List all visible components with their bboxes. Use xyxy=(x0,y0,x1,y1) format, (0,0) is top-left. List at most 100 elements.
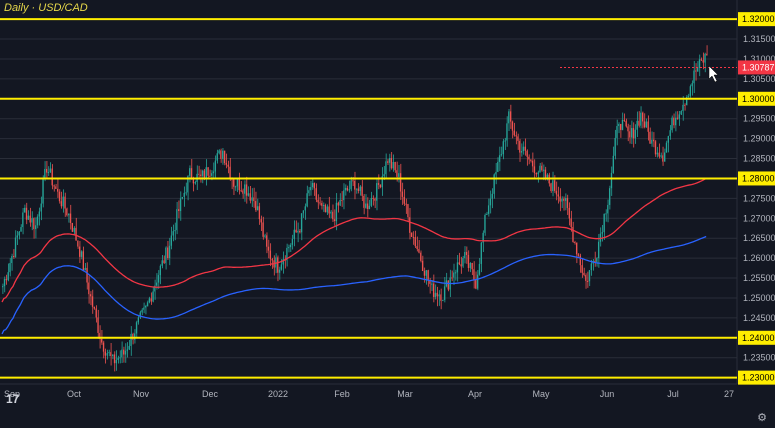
candle-body xyxy=(354,180,356,190)
candle-body xyxy=(603,213,605,233)
candle-body xyxy=(203,170,205,179)
candle-body xyxy=(126,349,128,351)
candle-body xyxy=(13,256,15,258)
candle-body xyxy=(557,194,559,197)
candle-body xyxy=(401,191,404,197)
candle-body xyxy=(702,60,704,63)
candle-body xyxy=(33,218,35,230)
candle-body xyxy=(143,307,145,310)
x-tick-label: Mar xyxy=(397,389,413,399)
candle-body xyxy=(357,188,360,191)
candle-body xyxy=(2,286,4,288)
candle-body xyxy=(597,241,600,259)
candle-body xyxy=(410,232,413,237)
candle-body xyxy=(119,357,121,359)
candle-body xyxy=(486,213,488,215)
candle-body xyxy=(502,141,504,155)
level-label-bg xyxy=(738,330,775,345)
candle-body xyxy=(667,136,669,143)
candle-body xyxy=(577,254,580,256)
candle-body xyxy=(157,275,160,283)
candle-body xyxy=(399,173,402,192)
candle-body xyxy=(159,265,161,276)
candle-body xyxy=(51,168,53,186)
x-tick-label: Oct xyxy=(67,389,82,399)
candle-body xyxy=(374,198,376,201)
candle-body xyxy=(238,179,240,191)
candle-body xyxy=(632,128,635,139)
candle-body xyxy=(385,161,387,175)
y-tick-label: 1.29500 xyxy=(743,114,775,124)
candle-body xyxy=(442,299,444,301)
tradingview-logo[interactable]: 17 xyxy=(6,392,20,406)
candle-body xyxy=(541,165,543,171)
x-tick-label: Apr xyxy=(468,389,482,399)
candle-body xyxy=(619,124,622,130)
candle-body xyxy=(297,230,299,233)
candle-body xyxy=(546,174,548,180)
candle-body xyxy=(634,129,636,139)
candle-body xyxy=(618,124,620,127)
candle-body xyxy=(614,137,616,156)
candle-body xyxy=(29,215,31,223)
candle-body xyxy=(150,298,152,302)
candle-body xyxy=(71,222,73,232)
candle-body xyxy=(194,181,196,184)
candle-body xyxy=(69,213,72,223)
candle-body xyxy=(555,190,558,195)
candle-body xyxy=(594,260,596,262)
candle-body xyxy=(134,333,136,340)
candle-body xyxy=(392,162,394,169)
current-price-label-bg xyxy=(738,60,775,75)
candle-body xyxy=(60,201,62,207)
candle-body xyxy=(295,229,297,233)
candle-body xyxy=(53,185,55,187)
candle-body xyxy=(471,262,473,270)
candle-body xyxy=(222,150,224,159)
candle-body xyxy=(509,111,512,122)
candle-body xyxy=(656,152,658,155)
candle-body xyxy=(616,126,618,138)
candle-body xyxy=(570,218,572,227)
candle-body xyxy=(11,256,13,264)
candle-body xyxy=(454,272,457,274)
candle-body xyxy=(574,242,576,244)
candle-body xyxy=(73,227,75,232)
candle-body xyxy=(372,197,374,199)
candle-body xyxy=(432,283,435,297)
candle-body xyxy=(211,173,213,176)
gear-icon[interactable]: ⚙ xyxy=(757,411,767,424)
candle-body xyxy=(383,174,385,177)
candle-body xyxy=(552,180,554,192)
candle-body xyxy=(381,176,383,188)
ma-line-slow xyxy=(1,235,707,335)
candle-body xyxy=(14,237,17,257)
candle-body xyxy=(293,229,295,239)
candle-body xyxy=(124,350,127,355)
level-label: 1.24000 xyxy=(742,333,775,343)
candle-body xyxy=(104,351,106,356)
candle-body xyxy=(500,154,503,156)
candle-body xyxy=(82,251,84,271)
candle-body xyxy=(255,201,257,211)
candle-body xyxy=(271,259,273,261)
candle-body xyxy=(328,206,330,214)
candle-body xyxy=(108,352,110,354)
candle-body xyxy=(207,167,209,176)
candle-body xyxy=(355,188,358,190)
candle-body xyxy=(427,270,429,281)
level-label-bg xyxy=(738,91,775,106)
candle-body xyxy=(630,128,633,138)
y-tick-label: 1.31500 xyxy=(743,34,775,44)
candle-body xyxy=(249,193,251,201)
candle-body xyxy=(649,131,651,144)
candle-body xyxy=(7,272,9,281)
candle-body xyxy=(227,164,229,167)
candle-body xyxy=(645,121,647,128)
candle-body xyxy=(22,212,24,228)
candle-body xyxy=(9,263,11,273)
candle-body xyxy=(438,294,440,297)
candle-body xyxy=(513,130,515,136)
